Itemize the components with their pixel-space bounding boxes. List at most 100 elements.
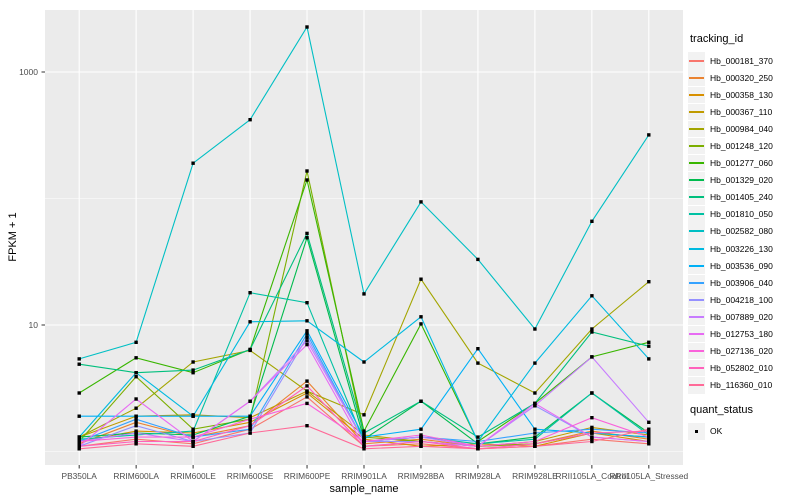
data-point xyxy=(305,329,309,333)
legend-key-line-icon xyxy=(688,206,705,223)
data-point xyxy=(647,344,651,348)
legend-items: Hb_000181_370 Hb_000320_250 Hb_000358_130 H… xyxy=(688,52,800,394)
data-point xyxy=(590,330,594,334)
data-point xyxy=(647,442,651,446)
legend-key-line-icon xyxy=(688,120,705,138)
legend-item-Hb_000320_250: Hb_000320_250 xyxy=(688,69,800,86)
data-point xyxy=(77,447,81,451)
legend-key-line-icon xyxy=(688,291,705,309)
legend-item-Hb_001405_240: Hb_001405_240 xyxy=(688,189,800,206)
data-point xyxy=(647,133,651,137)
legend-item-Hb_003226_130: Hb_003226_130 xyxy=(688,240,800,257)
data-point xyxy=(305,401,309,406)
legend-item-label: Hb_007889_020 xyxy=(710,311,773,322)
legend-item-label: Hb_001248_120 xyxy=(710,141,773,152)
data-point xyxy=(248,420,252,424)
x-tick-label-RRII105LA_Control: RRII105LA_Control xyxy=(555,471,629,481)
y-axis-title: FPKM + 1 xyxy=(7,212,19,262)
legend-item-Hb_000984_040: Hb_000984_040 xyxy=(688,120,800,138)
data-point xyxy=(590,355,594,359)
data-point xyxy=(590,219,594,223)
data-point xyxy=(419,437,423,441)
data-point xyxy=(533,437,537,441)
data-point xyxy=(305,335,309,339)
data-point xyxy=(248,320,252,324)
legend-item-Hb_027136_020: Hb_027136_020 xyxy=(688,342,800,360)
data-point xyxy=(362,437,366,441)
data-point xyxy=(590,427,594,431)
data-point xyxy=(248,399,252,403)
data-point xyxy=(248,427,252,431)
data-point xyxy=(305,389,309,393)
data-point xyxy=(305,332,309,336)
legend-item-Hb_000367_110: Hb_000367_110 xyxy=(688,103,800,121)
legend-item-label: Hb_012753_180 xyxy=(710,329,773,340)
data-point xyxy=(647,427,651,431)
legend-item-Hb_004218_100: Hb_004218_100 xyxy=(688,291,800,309)
legend-key-line-icon xyxy=(688,154,705,172)
legend-item-label: Hb_116360_010 xyxy=(710,380,773,391)
data-point xyxy=(647,439,651,444)
y-tick-label-10: 10 xyxy=(28,320,38,330)
data-point xyxy=(419,427,423,431)
data-point xyxy=(134,406,138,410)
data-point xyxy=(533,427,537,431)
data-point xyxy=(191,429,195,433)
data-point xyxy=(134,435,138,439)
data-point xyxy=(533,391,537,395)
data-point xyxy=(134,417,138,421)
legend: tracking_id Hb_000181_370 Hb_000320_250 Hb… xyxy=(688,33,800,440)
legend-key-line-icon xyxy=(688,360,705,377)
data-point xyxy=(476,442,480,446)
data-point xyxy=(134,433,138,437)
data-point xyxy=(191,431,195,435)
legend-item-label: Hb_027136_020 xyxy=(710,346,773,357)
legend-item-Hb_000358_130: Hb_000358_130 xyxy=(688,86,800,103)
legend-key-line-icon xyxy=(688,137,705,155)
legend-key-line-icon xyxy=(688,103,705,121)
data-point xyxy=(590,294,594,298)
legend-key-line-icon xyxy=(688,308,705,326)
legend-item-label: Hb_001329_020 xyxy=(710,175,773,186)
data-point xyxy=(191,360,195,364)
data-point xyxy=(362,360,366,364)
data-point xyxy=(134,424,138,428)
data-point xyxy=(191,435,195,439)
data-point xyxy=(362,429,366,433)
legend-item-label: Hb_000358_130 xyxy=(710,89,773,100)
legend-item-Hb_052802_010: Hb_052802_010 xyxy=(688,360,800,377)
legend-key-line-icon xyxy=(688,172,705,189)
data-point xyxy=(419,439,423,444)
data-point xyxy=(77,444,81,448)
data-point xyxy=(362,439,366,444)
data-point xyxy=(419,399,423,403)
legend-item-quant-OK: OK xyxy=(688,423,800,440)
data-point xyxy=(134,371,138,375)
data-point xyxy=(77,391,81,395)
legend-item-label: Hb_000984_040 xyxy=(710,123,773,134)
data-point xyxy=(134,431,138,435)
data-point xyxy=(305,178,309,182)
legend-item-label: Hb_000320_250 xyxy=(710,72,773,83)
data-point xyxy=(191,444,195,448)
data-point xyxy=(533,431,537,435)
data-point xyxy=(305,424,309,428)
data-point xyxy=(533,401,537,406)
data-point xyxy=(134,340,138,344)
data-point xyxy=(191,414,195,418)
data-point xyxy=(647,433,651,437)
data-point xyxy=(533,444,537,448)
data-point xyxy=(647,431,651,435)
legend-key-line-icon xyxy=(688,86,705,103)
x-tick-label-RRIM600LA: RRIM600LA xyxy=(113,471,159,481)
legend-key-line-icon xyxy=(688,274,705,291)
data-point xyxy=(419,200,423,204)
data-point xyxy=(134,437,138,441)
data-point xyxy=(647,437,651,441)
legend-item-label: Hb_001277_060 xyxy=(710,158,773,169)
data-point xyxy=(77,437,81,441)
x-tick-label-RRIM928BA: RRIM928BA xyxy=(397,471,445,481)
data-point xyxy=(77,362,81,366)
x-tick-label-PB350LA: PB350LA xyxy=(61,471,97,481)
data-point xyxy=(533,404,537,408)
